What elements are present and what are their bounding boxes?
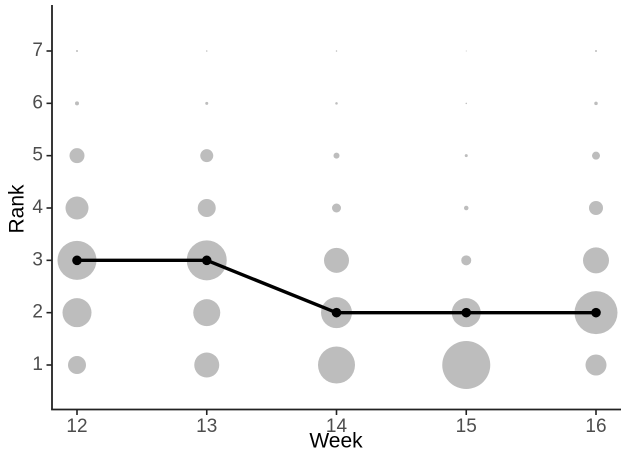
probability-bubble-w13-r6 (205, 101, 209, 105)
y-tick-label-2: 2 (32, 302, 43, 323)
probability-bubble-w15-r6 (465, 102, 467, 105)
probability-bubble-w14-r1 (318, 346, 355, 384)
probability-bubble-w12-r7 (76, 50, 78, 53)
y-tick-label-6: 6 (32, 92, 43, 113)
rank-line-point-w13 (201, 255, 212, 266)
y-tick-label-1: 1 (32, 354, 43, 375)
rank-line-point-w12 (72, 255, 82, 266)
probability-bubble-w13-r4 (197, 199, 216, 218)
y-tick-label-5: 5 (32, 145, 43, 166)
probability-bubble-w14-r7 (335, 50, 338, 52)
probability-bubble-w12-r1 (68, 356, 86, 374)
probability-bubble-w14-r3 (324, 247, 349, 273)
probability-bubble-w16-r4 (589, 201, 603, 216)
probability-bubble-w16-r1 (585, 354, 607, 376)
probability-bubble-w16-r5 (592, 151, 600, 160)
x-tick-label-12: 12 (66, 416, 87, 437)
probability-bubble-w13-r1 (194, 352, 220, 378)
probability-bubble-w14-r4 (332, 203, 341, 213)
y-tick-label-7: 7 (32, 40, 43, 61)
rank-line-point-w14 (331, 307, 342, 318)
probability-bubble-w13-r5 (200, 149, 214, 163)
probability-bubble-w15-r5 (464, 154, 468, 158)
x-tick-label-14: 14 (326, 416, 348, 437)
y-tick-label-4: 4 (32, 197, 43, 218)
probability-bubble-w16-r6 (594, 101, 598, 106)
probability-bubble-w15-r7 (465, 50, 467, 52)
probability-bubble-w16-r7 (595, 50, 597, 53)
probability-bubble-w12-r6 (75, 101, 79, 106)
rank-line-point-w15 (461, 307, 472, 318)
probability-bubble-w16-r3 (583, 247, 609, 274)
probability-bubble-w15-r1 (442, 341, 491, 389)
probability-bubble-w14-r6 (335, 102, 338, 105)
x-tick-label-16: 16 (585, 416, 606, 437)
probability-bubble-w12-r4 (65, 196, 89, 220)
probability-bubble-w13-r7 (206, 50, 208, 52)
rank-line-point-w16 (591, 307, 601, 318)
probability-bubble-w12-r2 (62, 298, 92, 328)
x-tick-label-15: 15 (456, 416, 477, 437)
x-axis-title: Week (309, 429, 363, 453)
probability-bubble-w13-r2 (193, 299, 221, 327)
y-tick-label-3: 3 (32, 249, 43, 270)
probability-bubble-w15-r3 (461, 255, 472, 266)
probability-bubble-w12-r5 (69, 148, 85, 164)
probability-bubble-w14-r5 (333, 152, 340, 159)
probability-bubble-w15-r4 (464, 205, 469, 211)
x-tick-label-13: 13 (196, 416, 217, 437)
y-axis-title: Rank (5, 184, 29, 234)
